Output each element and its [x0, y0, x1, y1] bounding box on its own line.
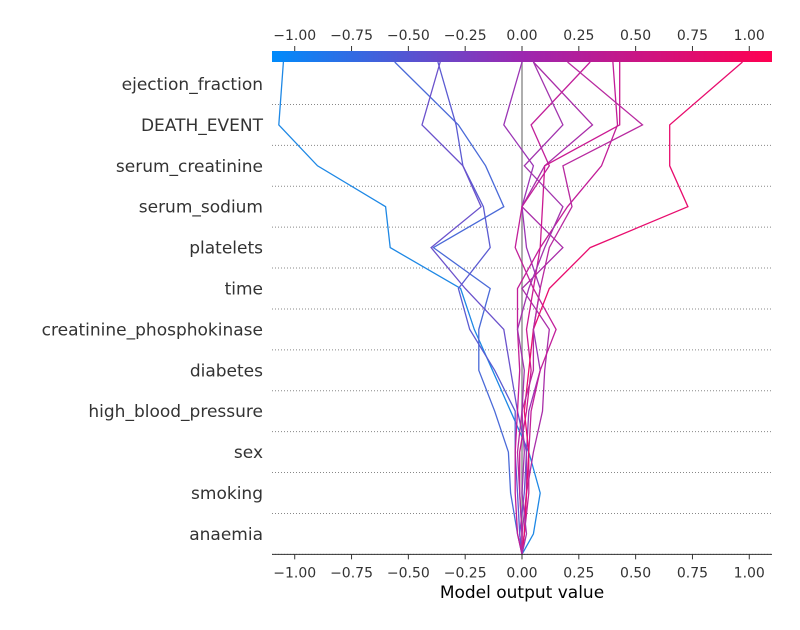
- feature-label: high_blood_pressure: [88, 402, 263, 422]
- top-tick-label: 0.75: [677, 28, 708, 44]
- bottom-tick-label: 0.25: [563, 565, 594, 581]
- bottom-tick-label: 1.00: [734, 565, 765, 581]
- bottom-tick-label: −0.50: [387, 565, 430, 581]
- colorbar: [272, 51, 772, 62]
- feature-label: platelets: [189, 239, 263, 259]
- feature-label: DEATH_EVENT: [141, 116, 264, 136]
- feature-label: anaemia: [189, 525, 263, 545]
- bottom-tick-label: 0.00: [506, 565, 537, 581]
- decision-path: [521, 61, 743, 555]
- decision-paths: [278, 61, 743, 555]
- feature-labels: ejection_fraction DEATH_EVENT serum_creati…: [42, 75, 264, 545]
- decision-path: [394, 61, 523, 555]
- top-tick-label: 0.25: [563, 28, 594, 44]
- top-tick-label: 0.00: [506, 28, 537, 44]
- top-tick-label: 0.50: [620, 28, 651, 44]
- feature-label: sex: [234, 443, 263, 463]
- decision-path: [278, 61, 541, 555]
- decision-path: [516, 61, 564, 555]
- decision-path: [514, 61, 591, 555]
- top-axis: −1.00 −0.75 −0.50 −0.25 0.00 0.25 0.50 0.75 1.00: [273, 28, 765, 51]
- decision-path: [421, 61, 528, 555]
- top-tick-label: 1.00: [734, 28, 765, 44]
- top-tick-label: −0.75: [330, 28, 373, 44]
- feature-label: creatinine_phosphokinase: [42, 320, 263, 340]
- x-axis-title: Model output value: [440, 583, 604, 603]
- bottom-tick-label: 0.75: [677, 565, 708, 581]
- bottom-tick-label: −0.75: [330, 565, 373, 581]
- top-tick-label: −0.25: [444, 28, 487, 44]
- top-tick-label: −0.50: [387, 28, 430, 44]
- bottom-tick-label: −1.00: [273, 565, 316, 581]
- decision-path: [521, 61, 594, 555]
- bottom-tick-label: −0.25: [444, 565, 487, 581]
- feature-label: serum_creatinine: [116, 157, 263, 177]
- feature-label: serum_sodium: [139, 198, 263, 218]
- decision-path: [516, 61, 644, 555]
- bottom-tick-label: 0.50: [620, 565, 651, 581]
- bottom-axis: −1.00 −0.75 −0.50 −0.25 0.00 0.25 0.50 0.75 1.00: [272, 553, 772, 581]
- feature-label: diabetes: [190, 361, 263, 381]
- feature-label: ejection_fraction: [122, 75, 263, 95]
- feature-label: time: [225, 280, 263, 300]
- top-tick-label: −1.00: [273, 28, 316, 44]
- feature-label: smoking: [191, 484, 263, 504]
